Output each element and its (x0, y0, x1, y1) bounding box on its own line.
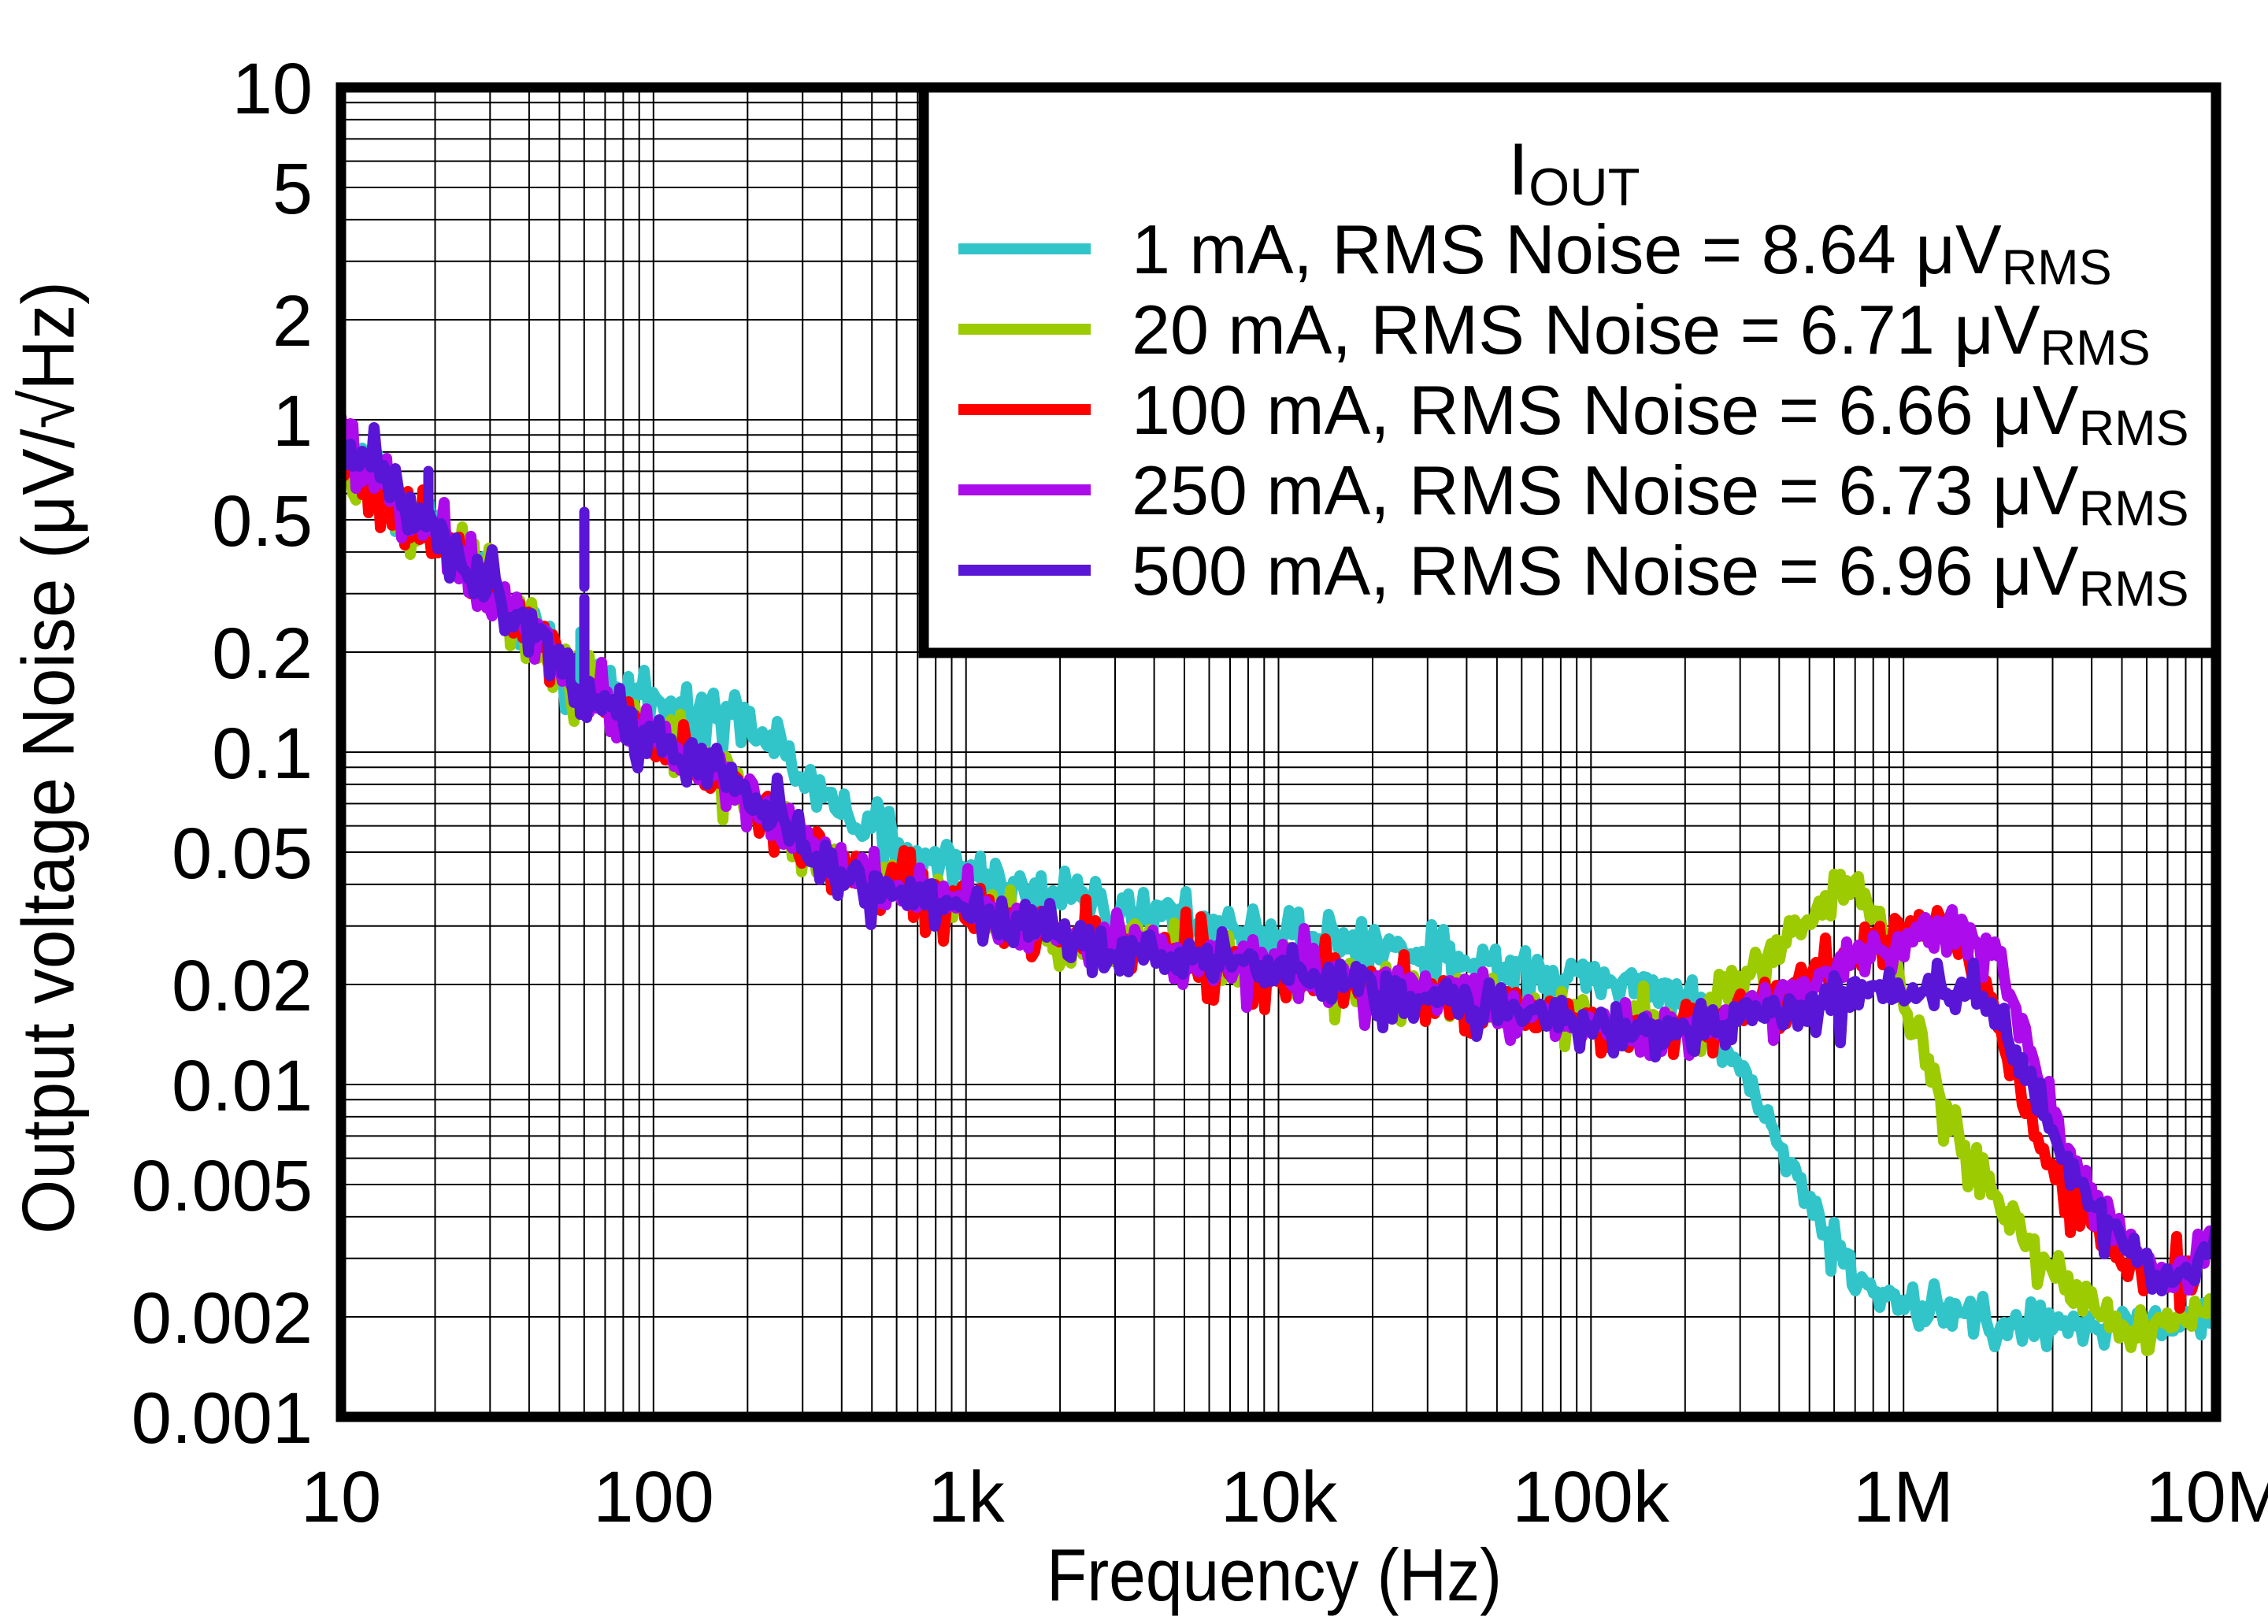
svg-text:0.005: 0.005 (132, 1146, 313, 1226)
svg-text:0.1: 0.1 (212, 714, 313, 794)
svg-text:1: 1 (272, 381, 313, 462)
svg-text:0.2: 0.2 (212, 614, 313, 694)
svg-text:100 mA, RMS Noise = 6.66 μVRMS: 100 mA, RMS Noise = 6.66 μVRMS (1132, 371, 2189, 456)
svg-text:1k: 1k (928, 1457, 1005, 1537)
svg-text:250 mA, RMS Noise = 6.73 μVRMS: 250 mA, RMS Noise = 6.73 μVRMS (1132, 451, 2189, 536)
svg-text:2: 2 (272, 281, 313, 362)
svg-text:100: 100 (593, 1457, 714, 1537)
svg-text:Frequency (Hz): Frequency (Hz) (1047, 1533, 1502, 1616)
svg-text:0.002: 0.002 (132, 1278, 313, 1359)
svg-text:10M: 10M (2146, 1457, 2268, 1537)
svg-text:100k: 100k (1512, 1457, 1670, 1537)
svg-text:0.001: 0.001 (132, 1378, 313, 1459)
svg-text:10k: 10k (1221, 1457, 1338, 1537)
svg-text:1M: 1M (1853, 1457, 1954, 1537)
svg-text:1 mA, RMS Noise = 8.64 μVRMS: 1 mA, RMS Noise = 8.64 μVRMS (1132, 210, 2112, 295)
svg-text:0.01: 0.01 (172, 1046, 313, 1126)
svg-text:Output voltage Noise (μV/√Hz): Output voltage Noise (μV/√Hz) (7, 281, 90, 1234)
svg-text:10: 10 (301, 1457, 381, 1537)
svg-text:5: 5 (272, 149, 313, 229)
svg-text:500 mA, RMS Noise = 6.96 μVRMS: 500 mA, RMS Noise = 6.96 μVRMS (1132, 532, 2189, 617)
svg-text:0.02: 0.02 (172, 946, 313, 1026)
svg-text:0.05: 0.05 (172, 814, 313, 894)
svg-text:0.5: 0.5 (212, 481, 313, 562)
svg-text:10: 10 (232, 49, 313, 129)
svg-text:20 mA, RMS Noise = 6.71 μVRMS: 20 mA, RMS Noise = 6.71 μVRMS (1132, 291, 2151, 376)
